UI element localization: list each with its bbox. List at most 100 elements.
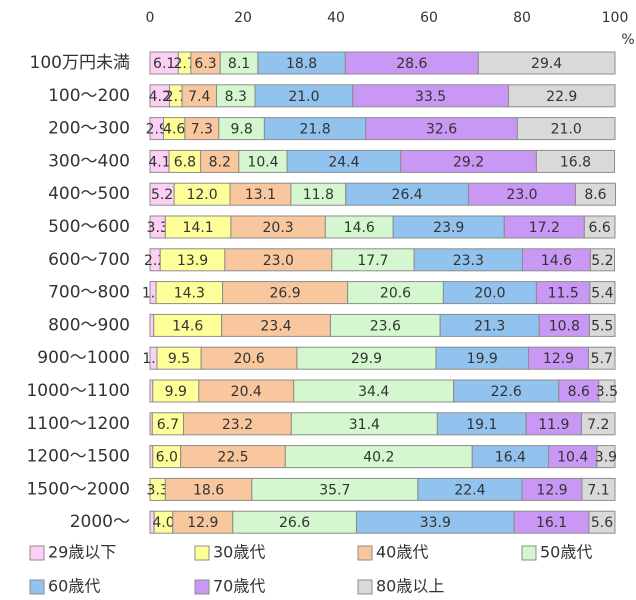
data-label: 32.6	[426, 122, 457, 138]
bar-segment	[589, 281, 616, 305]
data-label: 22.5	[217, 450, 248, 466]
y-tick-label: 1000～1100	[26, 381, 130, 401]
x-tick-label: 80	[513, 10, 531, 26]
data-label: 14.3	[174, 286, 205, 302]
legend-label: 80歳以上	[376, 577, 444, 596]
y-tick-label: 400～500	[48, 184, 130, 204]
data-label: 7.2	[587, 417, 609, 433]
data-label: 7.4	[188, 89, 210, 105]
data-label: 20.0	[474, 286, 505, 302]
bar-segment	[589, 248, 616, 272]
data-label: 5.5	[591, 318, 613, 334]
data-label: 16.4	[495, 450, 526, 466]
data-label: 19.1	[466, 417, 497, 433]
data-label: 6.8	[174, 154, 196, 170]
legend-swatch	[29, 579, 45, 595]
legend-label: 50歳代	[540, 543, 592, 562]
x-tick-label: 40	[327, 10, 345, 26]
data-label: 7.3	[191, 122, 213, 138]
data-label: 18.8	[286, 56, 317, 72]
bar-segment	[149, 313, 155, 337]
data-label: 21.3	[474, 318, 505, 334]
data-label: 6.6	[589, 220, 611, 236]
legend-swatch	[194, 579, 210, 595]
data-label: 23.3	[453, 253, 484, 269]
data-label: 9.5	[168, 351, 190, 367]
y-tick-label: 100～200	[48, 86, 130, 106]
data-label: 8.3	[225, 89, 247, 105]
data-label: 17.7	[357, 253, 388, 269]
data-label: 40.2	[363, 450, 394, 466]
bar-segment	[477, 51, 616, 75]
y-tick-label: 500～600	[48, 217, 130, 237]
bar-segment	[516, 117, 616, 141]
bar-segment	[583, 215, 616, 239]
y-tick-label: 800～900	[48, 315, 130, 335]
y-tick-label: 2000～	[70, 512, 130, 532]
legend-label: 70歳代	[213, 577, 265, 596]
data-label: 12.9	[187, 515, 218, 531]
bar-segment	[596, 445, 616, 469]
data-label: 18.6	[193, 482, 224, 498]
data-label: 4.0	[152, 515, 174, 531]
bar-segment	[574, 182, 616, 206]
y-tick-label: 900～1000	[37, 348, 130, 368]
data-label: 13.1	[245, 187, 276, 203]
data-label: 6.0	[156, 450, 178, 466]
data-label: 2.9	[146, 122, 168, 138]
data-label: 5.2	[591, 253, 613, 269]
y-tick-label: 1200～1500	[26, 447, 130, 467]
y-tick-label: 300～400	[48, 151, 130, 171]
data-label: 35.7	[319, 482, 350, 498]
legend-swatch	[29, 545, 45, 561]
data-label: 5.2	[151, 187, 173, 203]
data-label: 22.6	[491, 384, 522, 400]
data-label: 23.0	[263, 253, 294, 269]
data-label: 21.0	[288, 89, 319, 105]
y-tick-label: 600～700	[48, 250, 130, 270]
data-label: 19.9	[467, 351, 498, 367]
data-label: 7.1	[587, 482, 609, 498]
data-label: 28.6	[396, 56, 427, 72]
data-label: 6.7	[157, 417, 179, 433]
data-label: 10.4	[247, 154, 278, 170]
y-tick-label: 700～800	[48, 283, 130, 303]
data-label: 6.1	[153, 56, 175, 72]
data-label: 34.4	[358, 384, 389, 400]
data-label: 3.3	[147, 482, 169, 498]
data-label: 23.4	[260, 318, 291, 334]
data-label: 14.6	[344, 220, 375, 236]
bar-segment	[588, 510, 616, 534]
data-label: 14.6	[172, 318, 203, 334]
data-label: 26.9	[269, 286, 300, 302]
data-label: 24.4	[328, 154, 359, 170]
data-label: 2.7	[174, 56, 196, 72]
x-tick-label: 20	[234, 10, 252, 26]
data-label: 23.2	[222, 417, 253, 433]
data-label: 20.6	[233, 351, 264, 367]
bar-segment	[581, 412, 616, 436]
data-label: 5.7	[591, 351, 613, 367]
bar-segment	[508, 84, 616, 108]
data-label: 33.9	[420, 515, 451, 531]
data-label: 12.0	[186, 187, 217, 203]
data-label: 29.4	[531, 56, 562, 72]
data-label: 10.4	[557, 450, 588, 466]
data-label: 14.6	[541, 253, 572, 269]
data-label: 31.4	[349, 417, 380, 433]
legend-label: 29歳以下	[48, 543, 116, 562]
bar-segment	[581, 477, 616, 501]
data-label: 16.8	[560, 154, 591, 170]
data-label: 26.6	[279, 515, 310, 531]
data-label: 4.1	[148, 154, 170, 170]
x-tick-label: 0	[146, 10, 155, 26]
data-label: 14.1	[183, 220, 214, 236]
data-label: 8.2	[209, 154, 231, 170]
data-label: 23.6	[370, 318, 401, 334]
data-label: 11.9	[538, 417, 569, 433]
data-label: 23.9	[433, 220, 464, 236]
legend-swatch	[194, 545, 210, 561]
data-label: 22.4	[454, 482, 485, 498]
legend-swatch	[521, 545, 537, 561]
